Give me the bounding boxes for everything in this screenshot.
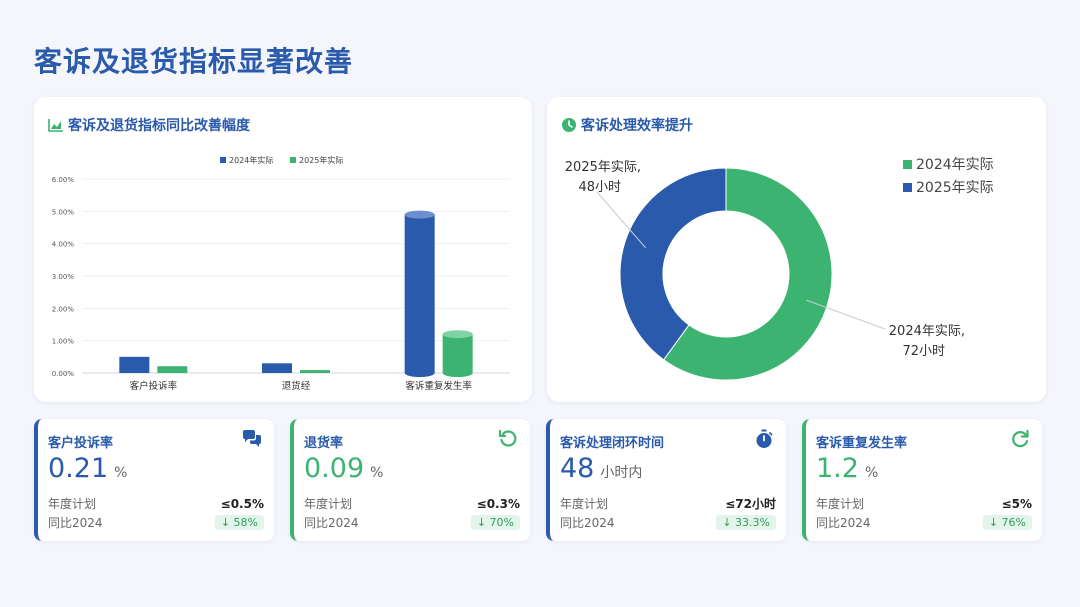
kpi-value: 0.09 xyxy=(304,453,365,484)
legend-label: 2024年实际 xyxy=(916,157,994,173)
legend-swatch xyxy=(903,183,912,192)
x-tick-label: 客诉重复发生率 xyxy=(405,380,472,392)
legend-label: 2025年实际 xyxy=(299,155,343,165)
slice-label: 2024年实际, xyxy=(889,324,965,339)
kpi-title: 客户投诉率 xyxy=(48,436,114,451)
kpi-plan-value: ≤72小时 xyxy=(725,497,776,511)
kpi-yoy-label: 同比2024 xyxy=(816,516,871,530)
kpi-yoy-label: 同比2024 xyxy=(304,516,359,530)
kpi-change-badge: ↓ 76% xyxy=(982,515,1032,530)
legend-swatch xyxy=(290,157,296,163)
bar-body xyxy=(404,214,435,373)
kpi-change-badge: ↓ 58% xyxy=(214,515,264,530)
bar-base xyxy=(442,369,473,377)
bar xyxy=(442,330,473,377)
donut-chart: 2024年实际, 72小时 2025年实际, 48小时 2024年实际 2025年实际 xyxy=(565,157,994,381)
donut-slice xyxy=(662,167,833,381)
legend-label: 2025年实际 xyxy=(916,180,994,196)
kpi-unit: % xyxy=(114,465,128,481)
kpi-change-badge: ↓ 33.3% xyxy=(716,515,776,530)
bar-top xyxy=(442,330,473,339)
y-tick-label: 6.00% xyxy=(52,176,75,184)
kpi-unit: % xyxy=(864,465,879,481)
bar-card-title: 客诉及退货指标同比改善幅度 xyxy=(48,115,250,135)
kpi-plan-label: 年度计划 xyxy=(304,497,353,511)
kpi-plan-label: 年度计划 xyxy=(560,497,609,511)
slice-label: 48小时 xyxy=(578,180,621,195)
area-chart-icon xyxy=(48,119,63,132)
legend-label: 2024年实际 xyxy=(229,155,273,165)
kpi-value: 0.21 xyxy=(48,453,109,484)
y-tick-label: 0.00% xyxy=(52,370,75,378)
y-tick-label: 5.00% xyxy=(52,208,75,216)
bar xyxy=(157,366,188,373)
chat-bubbles-icon xyxy=(243,430,261,447)
undo-icon xyxy=(498,429,517,447)
bar xyxy=(119,356,150,373)
x-tick-label: 退货经 xyxy=(282,380,311,392)
bar-base xyxy=(404,369,435,377)
legend-swatch xyxy=(220,157,226,163)
bar-top xyxy=(404,210,435,219)
bar-body xyxy=(442,334,473,373)
kpi-card-closure-time: 客诉处理闭环时间 48 小时内 年度计划 ≤72小时 同比2024 ↓ 33.3… xyxy=(546,419,786,541)
y-tick-label: 2.00% xyxy=(52,305,75,313)
kpi-plan-label: 年度计划 xyxy=(816,497,865,511)
bar xyxy=(300,370,330,373)
stopwatch-icon xyxy=(756,429,773,448)
bar-chart-card: 客诉及退货指标同比改善幅度 0.00% 1.00% 2.00% 3.00% 4.00% 5… xyxy=(34,97,532,402)
kpi-plan-value: ≤5% xyxy=(1001,496,1032,511)
kpi-card-return-rate: 退货率 0.09 % 年度计划 ≤0.3% 同比2024 ↓ 70% xyxy=(290,419,530,541)
kpi-yoy-label: 同比2024 xyxy=(560,516,615,530)
legend-swatch xyxy=(903,160,912,169)
bar-chart: 0.00% 1.00% 2.00% 3.00% 4.00% 5.00% 6.00% 2024年… xyxy=(52,155,510,392)
refresh-icon xyxy=(1012,429,1029,448)
leader-line xyxy=(806,299,886,330)
donut-card-title-text: 客诉处理效率提升 xyxy=(581,118,693,134)
bar xyxy=(404,210,435,377)
kpi-card-complaint-rate: 客户投诉率 0.21 % 年度计划 ≤0.5% 同比2024 ↓ 58% xyxy=(34,419,274,541)
donut-slice xyxy=(619,167,727,361)
kpi-change-badge: ↓ 70% xyxy=(470,515,520,530)
kpi-card-repeat-rate: 客诉重复发生率 1.2 % 年度计划 ≤5% 同比2024 ↓ 76% xyxy=(802,419,1042,541)
kpi-value: 48 xyxy=(560,453,595,484)
kpi-unit: 小时内 xyxy=(600,465,643,481)
bar-card-title-text: 客诉及退货指标同比改善幅度 xyxy=(68,118,250,134)
y-tick-label: 3.00% xyxy=(52,273,75,281)
kpi-title: 退货率 xyxy=(304,436,344,451)
x-tick-label: 客户投诉率 xyxy=(130,380,178,392)
y-tick-label: 1.00% xyxy=(52,338,75,346)
kpi-title: 客诉重复发生率 xyxy=(816,436,908,451)
kpi-plan-value: ≤0.3% xyxy=(476,496,520,511)
bar xyxy=(262,363,292,373)
donut-card-title: 客诉处理效率提升 xyxy=(561,115,693,135)
clock-icon xyxy=(562,118,576,132)
slice-label: 72小时 xyxy=(902,344,945,359)
kpi-unit: % xyxy=(370,465,384,481)
y-tick-label: 4.00% xyxy=(52,241,75,249)
kpi-title: 客诉处理闭环时间 xyxy=(560,436,665,451)
kpi-yoy-label: 同比2024 xyxy=(48,516,103,530)
slice-label: 2025年实际, xyxy=(565,160,641,175)
kpi-plan-label: 年度计划 xyxy=(48,497,97,511)
page-title: 客诉及退货指标显著改善 xyxy=(34,45,354,78)
donut-chart-card: 客诉处理效率提升 2024年实际, 72小时 2025年实际, 48小时 2024年实际… xyxy=(547,97,1046,402)
leader-line xyxy=(596,191,647,249)
kpi-plan-value: ≤0.5% xyxy=(220,496,264,511)
kpi-value: 1.2 xyxy=(816,453,859,484)
